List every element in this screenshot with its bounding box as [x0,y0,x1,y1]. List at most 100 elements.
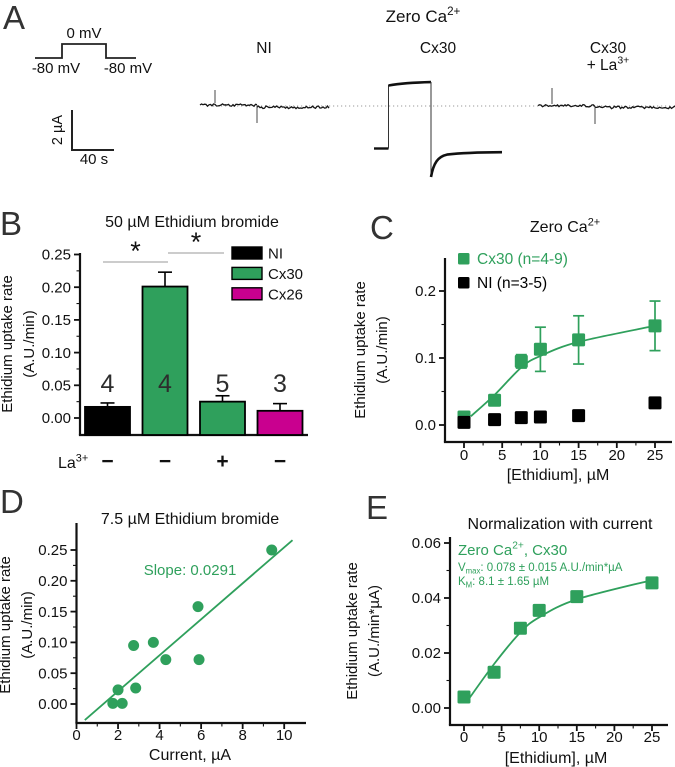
panel-e-letter: E [366,489,389,526]
b-legend-label: NI [268,246,283,263]
b-legend-swatch [231,287,263,301]
data-point [514,354,528,368]
c-xtick-label: 25 [647,447,664,464]
b-ytick-label: 0.05 [42,378,71,395]
e-ytick-label: 0.02 [412,645,441,662]
panel-b-letter: B [0,205,23,242]
data-point [533,410,547,424]
b-sig-star: * [130,236,141,266]
data-point [112,684,124,696]
d-xtick-label: 4 [155,727,163,744]
data-point [572,333,586,347]
e-annotation-3: KM: 8.1 ± 1.65 µM [458,576,549,590]
protocol-top-label: 0 mV [66,25,101,42]
b-n-label: 4 [158,370,172,398]
b-sig-star: * [191,227,202,257]
panel-e-chart: 0 5 10 15 20 25 0.00 0.02 0.04 0.06 [Ethidium], µM… [344,516,668,767]
data-point [147,636,159,648]
panel-c-letter: C [370,209,394,246]
panel-a-letter: A [3,0,26,36]
b-la-symbol: − [274,450,286,473]
data-point [266,544,278,556]
b-ylabel-line2: (A.U./min) [21,310,38,378]
data-point [457,415,471,429]
trace-cx30-la [537,103,596,108]
trace-label-cx30-la-1: Cx30 [590,40,627,57]
data-point [533,342,547,356]
data-point [514,411,528,425]
e-ylabel-line2: (A.U./min*µA) [366,585,383,677]
b-la-symbol: − [101,450,113,473]
c-xtick-label: 0 [460,447,468,464]
trace-ni [199,103,258,108]
data-point [116,697,128,709]
data-point [192,601,204,613]
data-point [572,409,586,423]
d-xtick-label: 8 [238,727,246,744]
e-xtick-label: 20 [606,729,623,746]
e-ytick-label: 0.06 [412,535,441,552]
b-n-label: 5 [216,370,230,398]
e-xtick-label: 10 [531,729,548,746]
panel-a-title: Zero Ca2+ [386,5,461,26]
scale-bar-lines [71,110,114,151]
c-xtick-label: 20 [608,447,625,464]
trace-cx30 [374,80,503,178]
b-legend-swatch [231,246,263,260]
bar-cx26 [256,409,304,436]
e-ytick-label: 0.04 [412,590,441,607]
fit-curve [465,579,653,704]
b-la-row-label: La3+ [58,452,88,472]
data-point [130,682,142,694]
slope-annotation: Slope: 0.0291 [144,562,237,579]
bar-cx30 [141,285,189,436]
b-ytick-label: 0.10 [42,345,71,362]
e-xtick-label: 15 [568,729,585,746]
b-ytick-label: 0.20 [42,279,71,296]
data-point [193,654,205,666]
e-xtick-label: 25 [644,729,661,746]
c-xtick-label: 15 [570,447,587,464]
d-xtick-label: 6 [197,727,205,744]
bar-ni [84,405,131,436]
d-xtick-label: 0 [72,727,80,744]
c-xtick-label: 10 [532,447,549,464]
b-la-symbol: − [159,450,171,473]
data-point [128,639,140,651]
d-ytick-label: 0.00 [38,696,67,713]
c-ytick-label: 0.1 [415,350,436,367]
e-ylabel-line1: Ethidium uptake rate [344,562,361,700]
c-ytick-label: 0.2 [415,283,436,300]
d-xlabel: Current, µA [149,747,231,764]
legend-label: Cx30 (n=4-9) [477,251,568,268]
c-xtick-label: 5 [498,447,506,464]
legend-marker [458,277,470,289]
panel-c-chart: 0 5 10 15 20 25 0.0 0.1 0.2 [Ethidium], µM Ethidiu… [352,216,672,484]
e-annotation-1: Zero Ca2+, Cx30 [458,541,567,559]
b-legend-label: Cx26 [268,286,303,303]
data-point [645,576,659,590]
b-n-label: 3 [273,370,287,398]
data-point [648,396,662,410]
panel-d-chart: 0 2 4 6 8 10 0.00 0.05 0.10 0.15 0.20 0.25 Current, … [0,511,306,764]
data-point [457,690,471,704]
protocol-left-label: -80 mV [32,60,80,77]
data-point [160,654,172,666]
b-legend-swatch [231,266,263,281]
e-xtick-label: 0 [460,729,468,746]
panel-d-letter: D [0,483,24,520]
b-ylabel-line1: Ethidium uptake rate [0,275,16,413]
d-ytick-label: 0.15 [38,604,67,621]
d-xtick-label: 2 [114,727,122,744]
c-ylabel-line2: (A.U./min) [374,316,391,384]
b-la-symbol: + [216,450,228,473]
c-ylabel-line1: Ethidium uptake rate [352,281,369,419]
panel-a: 0 mV -80 mV -80 mV 2 µA 40 s Zero Ca2+ NI Cx30 C… [32,5,675,178]
d-title: 7.5 µM Ethidium bromide [101,511,279,528]
c-xlabel: [Ethidium], µM [507,467,610,484]
trace-cx30-la [595,105,675,110]
d-ytick-label: 0.10 [38,635,67,652]
e-xlabel: [Ethidium], µM [505,750,608,767]
